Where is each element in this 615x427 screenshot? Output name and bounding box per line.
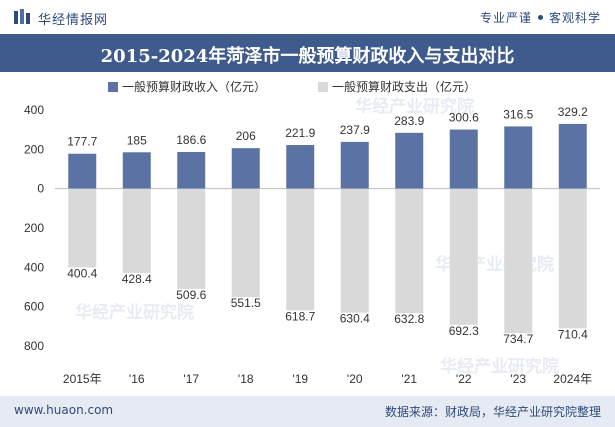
brand-name: 华经情报网 bbox=[38, 13, 109, 28]
data-label-revenue: 221.9 bbox=[285, 126, 315, 140]
separator-dot-icon bbox=[537, 15, 543, 20]
y-tick-label: 600 bbox=[24, 300, 44, 314]
legend-label-expenditure: 一般预算财政支出（亿元） bbox=[332, 80, 477, 94]
data-label-expenditure: 630.4 bbox=[340, 312, 370, 326]
data-label-revenue: 329.2 bbox=[558, 105, 588, 119]
data-label-revenue: 283.9 bbox=[394, 114, 424, 128]
bar-revenue bbox=[340, 141, 369, 189]
watermark-text: 华经产业研究院 bbox=[440, 356, 559, 377]
data-label-expenditure: 618.7 bbox=[285, 309, 315, 323]
legend-item-revenue: 一般预算财政收入（亿元） bbox=[108, 78, 266, 95]
x-tick-label: '17 bbox=[183, 372, 199, 386]
bar-revenue bbox=[558, 123, 587, 189]
legend-swatch-revenue bbox=[108, 81, 118, 92]
y-tick-label: 200 bbox=[24, 142, 44, 156]
data-label-expenditure: 400.4 bbox=[67, 266, 97, 280]
bar-revenue bbox=[504, 126, 533, 189]
bar-expenditure bbox=[177, 188, 206, 289]
data-label-expenditure: 734.7 bbox=[503, 332, 533, 346]
x-tick-label: 2015年 bbox=[63, 372, 102, 386]
data-label-revenue: 206 bbox=[236, 129, 256, 143]
data-label-revenue: 300.6 bbox=[449, 111, 479, 125]
bar-revenue bbox=[231, 148, 260, 189]
footer-source: 数据来源：财政局，华经产业研究院整理 bbox=[384, 405, 601, 419]
legend-item-expenditure: 一般预算财政支出（亿元） bbox=[318, 78, 476, 95]
y-tick-label: 400 bbox=[24, 260, 44, 274]
top-bar: 华经情报网 专业严谨 客观科学 bbox=[0, 0, 615, 34]
y-tick-label: 0 bbox=[37, 182, 44, 196]
tagline: 专业严谨 客观科学 bbox=[480, 9, 601, 26]
legend-swatch-expenditure bbox=[318, 81, 328, 92]
bar-expenditure bbox=[231, 188, 260, 298]
footer-bar bbox=[0, 396, 615, 427]
chart-legend: 一般预算财政收入（亿元） 一般预算财政支出（亿元） bbox=[0, 78, 615, 94]
bar-revenue bbox=[395, 132, 424, 189]
footer-website: www.huaon.com bbox=[14, 403, 114, 417]
data-label-expenditure: 428.4 bbox=[122, 272, 152, 286]
legend-label-revenue: 一般预算财政收入（亿元） bbox=[122, 80, 267, 94]
x-tick-label: '16 bbox=[129, 372, 145, 386]
bar-expenditure bbox=[340, 188, 369, 313]
huajing-logo-icon bbox=[14, 9, 30, 24]
x-tick-label: '23 bbox=[510, 372, 526, 386]
tagline-right: 客观科学 bbox=[548, 11, 601, 25]
y-tick-label: 200 bbox=[24, 221, 44, 235]
watermark-text: 华经产业研究院 bbox=[355, 96, 474, 117]
data-label-revenue: 186.6 bbox=[176, 133, 206, 147]
bar-expenditure bbox=[286, 188, 315, 311]
bar-revenue bbox=[449, 129, 478, 189]
data-label-expenditure: 710.4 bbox=[558, 327, 588, 341]
x-tick-label: 2024年 bbox=[553, 372, 592, 386]
x-tick-label: '20 bbox=[347, 372, 363, 386]
title-bar bbox=[0, 34, 615, 72]
x-tick-label: '21 bbox=[401, 372, 417, 386]
bar-revenue bbox=[177, 151, 206, 189]
watermark-text: 华经产业研究院 bbox=[75, 302, 194, 323]
tagline-left: 专业严谨 bbox=[479, 11, 532, 25]
y-tick-label: 400 bbox=[24, 103, 44, 117]
bar-expenditure bbox=[395, 188, 424, 314]
data-label-revenue: 237.9 bbox=[340, 123, 370, 137]
data-label-revenue: 185 bbox=[127, 133, 147, 147]
bar-expenditure bbox=[504, 188, 533, 334]
bar-expenditure bbox=[122, 188, 151, 273]
x-tick-label: '19 bbox=[292, 372, 308, 386]
x-tick-label: '22 bbox=[456, 372, 472, 386]
data-label-expenditure: 632.8 bbox=[394, 312, 424, 326]
bar-revenue bbox=[122, 152, 151, 189]
data-label-revenue: 316.5 bbox=[503, 107, 533, 121]
y-tick-label: 800 bbox=[24, 339, 44, 353]
bar-revenue bbox=[68, 153, 97, 189]
bar-expenditure bbox=[449, 188, 478, 325]
data-label-expenditure: 692.3 bbox=[449, 324, 479, 338]
bar-expenditure bbox=[68, 188, 97, 268]
data-label-expenditure: 509.6 bbox=[176, 288, 206, 302]
bar-revenue bbox=[286, 145, 315, 189]
data-label-expenditure: 551.5 bbox=[231, 296, 261, 310]
x-tick-label: '18 bbox=[238, 372, 254, 386]
chart-title: 2015-2024年菏泽市一般预算财政收入与支出对比 bbox=[100, 46, 515, 67]
bar-expenditure bbox=[558, 188, 587, 329]
data-label-revenue: 177.7 bbox=[67, 135, 97, 149]
